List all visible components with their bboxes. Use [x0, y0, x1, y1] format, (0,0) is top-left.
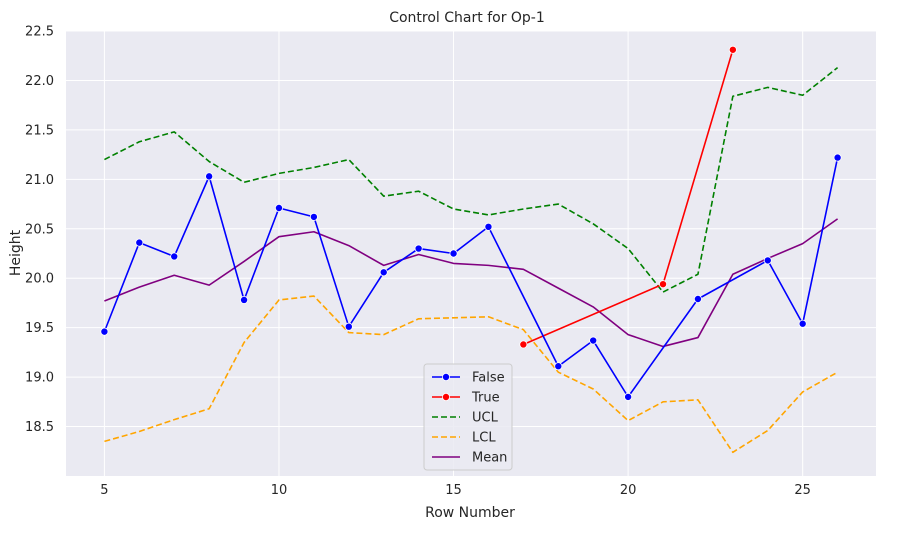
data-point-false — [554, 362, 563, 371]
data-point-false — [763, 256, 772, 265]
legend-label-lcl: LCL — [472, 431, 496, 446]
data-point-false — [833, 153, 842, 162]
data-point-false — [693, 294, 702, 303]
series-line-mean — [104, 218, 839, 348]
legend-marker-true — [441, 392, 450, 401]
y-tick-label: 22.0 — [25, 74, 54, 89]
data-point-false — [170, 252, 179, 261]
data-point-false — [344, 322, 353, 331]
series-line-lcl — [104, 295, 838, 454]
x-tick-label: 25 — [794, 483, 811, 498]
x-tick-label: 15 — [445, 483, 462, 498]
data-point-false — [449, 249, 458, 258]
legend-label-ucl: UCL — [472, 411, 499, 426]
legend-label-false: False — [472, 371, 505, 386]
data-point-false — [274, 204, 283, 213]
data-point-false — [205, 172, 214, 181]
data-point-false — [100, 327, 109, 336]
x-tick-labels: 5 10 15 20 25 — [100, 483, 811, 498]
y-tick-label: 21.5 — [25, 123, 54, 138]
series-false — [100, 153, 842, 401]
legend-label-mean: Mean — [472, 451, 507, 466]
legend: False True UCL LCL Mean — [423, 363, 513, 471]
legend-box — [423, 363, 513, 471]
legend-label-true: True — [471, 391, 500, 406]
data-point-false — [309, 212, 318, 221]
y-tick-label: 19.0 — [25, 371, 54, 386]
chart-title: Control Chart for Op-1 — [389, 10, 545, 26]
data-point-false — [414, 244, 423, 253]
data-point-false — [379, 268, 388, 277]
y-tick-labels: 18.5 19.0 19.5 20.0 20.5 21.0 21.5 22.0 22.5 — [25, 25, 54, 436]
x-tick-label: 20 — [620, 483, 637, 498]
legend-marker-false — [441, 372, 450, 381]
data-point-false — [240, 295, 249, 304]
y-tick-label: 18.5 — [25, 420, 54, 435]
y-tick-label: 20.5 — [25, 222, 54, 237]
y-axis-label: Height — [8, 229, 24, 276]
y-tick-label: 20.0 — [25, 272, 54, 287]
y-tick-label: 21.0 — [25, 173, 54, 188]
x-tick-label: 5 — [100, 483, 108, 498]
data-point-false — [484, 222, 493, 231]
data-point-true — [519, 340, 528, 349]
series-mean — [104, 218, 839, 348]
series-line-ucl — [104, 66, 839, 293]
series-lcl — [104, 295, 838, 454]
data-point-false — [135, 238, 144, 247]
data-point-false — [589, 336, 598, 345]
x-axis-label: Row Number — [425, 505, 515, 521]
data-point-false — [798, 319, 807, 328]
series-layer — [100, 45, 842, 454]
data-point-true — [728, 45, 737, 54]
data-point-true — [659, 280, 668, 289]
y-tick-label: 22.5 — [25, 25, 54, 40]
y-tick-label: 19.5 — [25, 321, 54, 336]
series-ucl — [104, 66, 839, 293]
x-tick-label: 10 — [271, 483, 288, 498]
series-true — [519, 45, 737, 349]
data-point-false — [624, 392, 633, 401]
